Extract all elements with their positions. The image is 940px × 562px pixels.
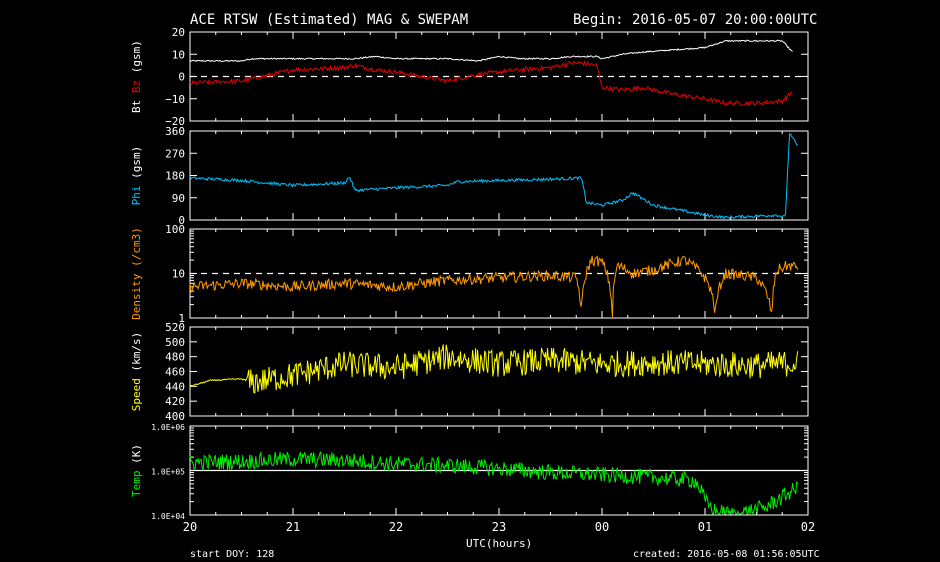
- series-bt-line: [189, 39, 793, 63]
- y-axis-label-part: Bt: [130, 100, 143, 113]
- y-tick-label: 1.0E+04: [151, 512, 185, 521]
- x-tick-label: 01: [698, 520, 712, 534]
- panel-1: 360 270 180 90 0 Phi (gsm): [130, 125, 809, 227]
- y-tick-label: 0: [178, 71, 185, 84]
- y-tick-label: 10: [172, 268, 185, 281]
- x-tick-label: 21: [286, 520, 300, 534]
- y-tick-label: 90: [172, 192, 185, 205]
- panel-0: 20 10 0 −10 −20 Bt Bz (gsm): [130, 26, 809, 128]
- y-axis-label-part: Temp: [130, 471, 143, 498]
- y-axis-label-part: Speed: [130, 378, 143, 411]
- y-tick-label: 1.0E+06: [151, 423, 185, 432]
- y-tick-label: 400: [165, 410, 185, 423]
- y-axis-label: Speed (km/s): [130, 332, 143, 411]
- y-axis-label-part: (gsm): [130, 40, 143, 80]
- start-doy: start DOY: 128: [190, 549, 275, 560]
- y-axis-label: Density (/cm3): [130, 227, 143, 320]
- y-tick-label: 460: [165, 366, 185, 379]
- y-tick-label: 1.0E+05: [151, 468, 185, 477]
- series-speed-line: [189, 344, 799, 394]
- y-axis-label-part: Density: [130, 273, 143, 320]
- y-tick-label: −10: [165, 93, 185, 106]
- y-tick-label: 500: [165, 336, 185, 349]
- x-tick-label: 00: [595, 520, 609, 534]
- panel-4: 1.0E+06 1.0E+05 1.0E+04 Temp (K): [130, 423, 809, 521]
- x-tick-label: 23: [492, 520, 506, 534]
- series-temp-line: [189, 450, 799, 516]
- y-tick-label: 520: [165, 321, 185, 334]
- y-axis-label: Temp (K): [130, 444, 143, 497]
- y-tick-label: 100: [165, 223, 185, 236]
- y-axis-label-part: (gsm): [130, 146, 143, 186]
- series-phi-line: [189, 133, 798, 220]
- y-tick-label: 20: [172, 26, 185, 39]
- panel-2: 100 10 1 Density (/cm3): [130, 223, 809, 325]
- y-tick-label: −20: [165, 115, 185, 128]
- y-tick-label: 360: [165, 125, 185, 138]
- x-tick-label: 22: [389, 520, 403, 534]
- chart-title: ACE RTSW (Estimated) MAG & SWEPAM: [190, 12, 469, 28]
- created-timestamp: created: 2016-05-08 01:56:05UTC: [633, 549, 820, 560]
- y-tick-label: 480: [165, 351, 185, 364]
- y-tick-label: 270: [165, 147, 185, 160]
- panel-frame: [189, 130, 809, 221]
- y-axis-label-part: Bz: [130, 80, 143, 100]
- y-tick-label: 440: [165, 380, 185, 393]
- y-axis-label: Bt Bz (gsm): [130, 40, 143, 113]
- begin-timestamp: Begin: 2016-05-07 20:00:00UTC: [573, 12, 818, 28]
- y-axis-label-part: (/cm3): [130, 227, 143, 273]
- y-tick-label: 420: [165, 395, 185, 408]
- y-tick-label: 180: [165, 170, 185, 183]
- x-axis-label: UTC(hours): [466, 537, 533, 550]
- y-axis-label-part: (K): [130, 444, 143, 471]
- x-tick-label: 20: [183, 520, 197, 534]
- y-tick-label: 0: [178, 214, 185, 227]
- y-axis-label-part: (km/s): [130, 332, 143, 378]
- series-density-line: [189, 255, 799, 318]
- y-axis-label-part: Phi: [130, 185, 143, 205]
- series-bz-line: [189, 60, 794, 107]
- y-tick-label: 10: [172, 48, 185, 61]
- x-tick-label: 02: [801, 520, 815, 534]
- y-axis-label: Phi (gsm): [130, 146, 143, 206]
- y-tick-label: 1: [178, 312, 185, 325]
